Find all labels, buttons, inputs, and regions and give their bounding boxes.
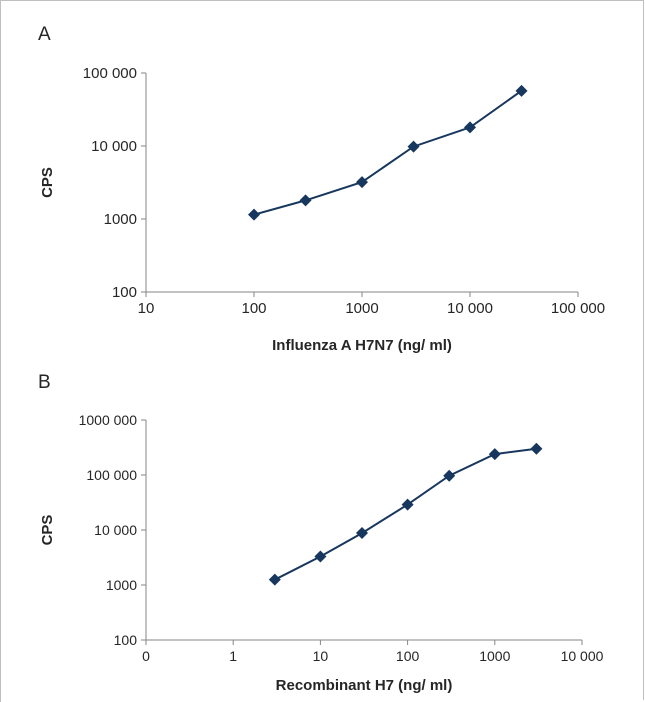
x-tick-label: 10 000: [447, 300, 493, 317]
y-tick-label: 100 000: [86, 467, 137, 483]
x-tick-label: 10: [138, 300, 155, 317]
y-tick-label: 100: [112, 284, 137, 301]
x-tick-label: 100: [396, 648, 420, 664]
data-point-marker: [464, 121, 476, 134]
x-tick-label: 0: [142, 648, 150, 664]
x-axis-title: Influenza A H7N7 (ng/ ml): [272, 337, 452, 354]
x-tick-label: 100: [241, 300, 266, 317]
y-tick-label: 1000 000: [79, 412, 138, 428]
x-tick-label: 1000: [345, 300, 378, 317]
data-point-marker: [488, 448, 501, 461]
series-line: [274, 447, 537, 581]
data-point-marker: [248, 208, 260, 221]
x-tick-label: 1000: [479, 648, 510, 664]
data-point-marker: [530, 442, 543, 455]
y-axis-title: CPS: [39, 515, 56, 546]
x-tick-label: 100 000: [551, 300, 605, 317]
data-point-marker: [443, 469, 456, 482]
data-point-marker: [401, 498, 414, 511]
data-point-marker: [314, 550, 327, 563]
x-axis-title: Recombinant H7 (ng/ ml): [276, 677, 453, 694]
data-point-marker: [299, 194, 312, 207]
y-tick-label: 1000: [104, 211, 137, 228]
y-tick-label: 1000: [106, 577, 137, 593]
data-point-marker: [356, 527, 369, 540]
y-tick-label: 100 000: [83, 65, 137, 82]
data-point-marker: [356, 176, 368, 189]
data-point-marker: [268, 573, 281, 586]
data-point-marker: [515, 84, 528, 97]
data-point-marker: [407, 140, 420, 153]
panel-label: B: [38, 372, 51, 393]
series-line: [253, 89, 523, 216]
x-tick-label: 10: [313, 648, 329, 664]
y-axis-title: CPS: [39, 167, 56, 198]
y-tick-label: 100: [114, 632, 138, 648]
panel-label: A: [38, 24, 51, 45]
y-tick-label: 10 000: [94, 522, 137, 538]
panel-b: B 100 1000 10 000 100 000 1000 000 0 1 10 100 1000…: [38, 372, 604, 694]
x-tick-label: 10 000: [561, 648, 604, 664]
y-tick-label: 10 000: [91, 138, 137, 155]
x-tick-label: 1: [229, 648, 237, 664]
